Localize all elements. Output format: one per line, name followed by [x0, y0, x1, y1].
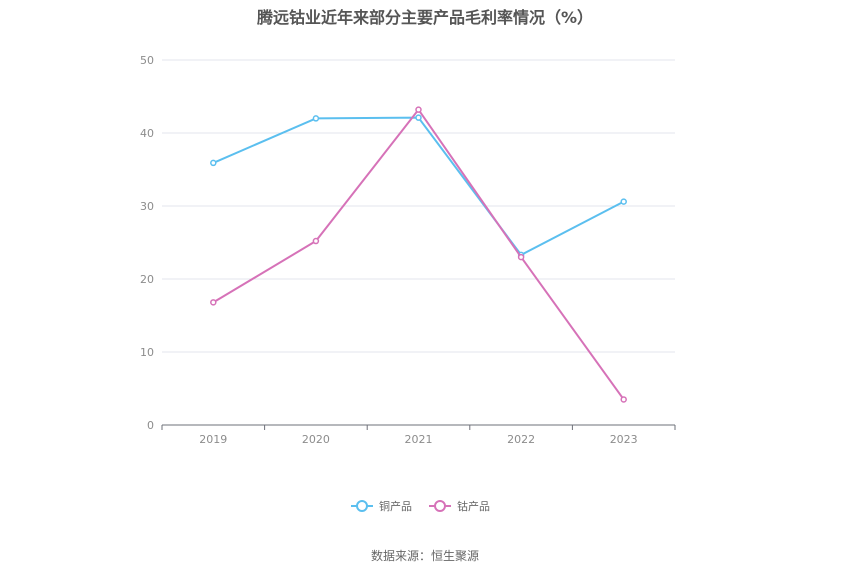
legend-item-1[interactable]: 铜产品 [351, 499, 412, 513]
x-tick-label: 2021 [405, 433, 433, 446]
data-point[interactable] [210, 299, 217, 306]
legend-label: 钴产品 [457, 499, 490, 513]
grid-lines [162, 59, 675, 353]
data-point[interactable] [517, 253, 525, 261]
data-point[interactable] [415, 114, 422, 121]
legend-label: 铜产品 [379, 499, 412, 513]
x-tick-label: 2023 [610, 433, 638, 446]
x-tick-label: 2022 [507, 433, 535, 446]
series-lines [210, 106, 627, 403]
legend-item-2[interactable]: 钴产品 [429, 499, 490, 513]
series-line [212, 116, 625, 256]
data-point[interactable] [312, 115, 320, 122]
y-tick-label: 50 [140, 54, 154, 67]
series-1 [210, 114, 627, 259]
data-point[interactable] [312, 237, 320, 245]
x-tick-label: 2020 [302, 433, 330, 446]
legend[interactable]: 铜产品 钴产品 [351, 499, 490, 513]
y-tick-label: 10 [140, 346, 154, 359]
y-tick-label: 0 [147, 419, 154, 432]
data-point[interactable] [210, 159, 217, 167]
legend-marker [356, 500, 368, 512]
legend-marker [434, 500, 446, 512]
series-line [212, 108, 625, 401]
y-tick-label: 40 [140, 127, 154, 140]
y-tick-label: 20 [140, 273, 154, 286]
data-point[interactable] [415, 106, 422, 113]
axes: 0 10 20 30 40 50 2019 2020 2021 2022 2023 [140, 54, 676, 446]
data-point[interactable] [620, 396, 627, 403]
y-tick-label: 30 [140, 200, 154, 213]
x-tick-label: 2019 [199, 433, 227, 446]
chart-title: 腾远钴业近年来部分主要产品毛利率情况（%） [256, 8, 594, 27]
source-note: 数据来源：恒生聚源 [370, 549, 479, 563]
data-point[interactable] [620, 198, 627, 205]
series-2 [210, 106, 627, 403]
